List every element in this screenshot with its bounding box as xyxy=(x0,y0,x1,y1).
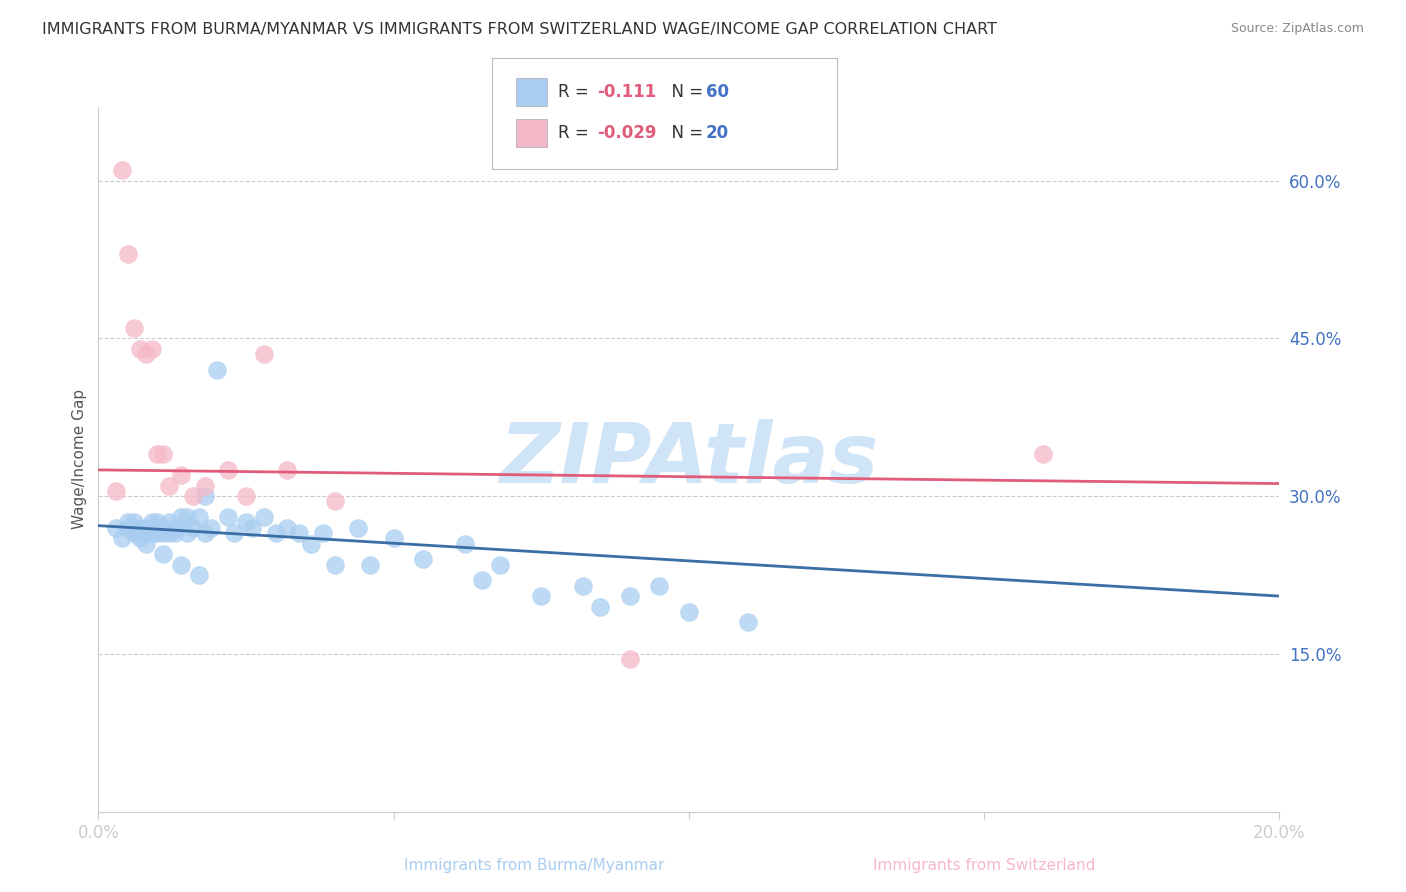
Point xyxy=(170,510,193,524)
Point xyxy=(453,536,475,550)
Point xyxy=(117,247,139,261)
Point xyxy=(122,516,145,530)
Point xyxy=(111,531,134,545)
Point xyxy=(128,521,150,535)
Text: 60: 60 xyxy=(706,83,728,101)
Point xyxy=(152,521,174,535)
Point xyxy=(312,526,335,541)
Point xyxy=(194,526,217,541)
Text: Immigrants from Burma/Myanmar: Immigrants from Burma/Myanmar xyxy=(404,858,665,872)
Point xyxy=(187,510,209,524)
Point xyxy=(288,526,311,541)
Point xyxy=(176,510,198,524)
Point xyxy=(117,521,139,535)
Point xyxy=(187,568,209,582)
Point xyxy=(589,599,612,614)
Point xyxy=(276,521,298,535)
Point xyxy=(157,478,180,492)
Point xyxy=(194,478,217,492)
Point xyxy=(176,526,198,541)
Point xyxy=(264,526,287,541)
Text: -0.111: -0.111 xyxy=(598,83,657,101)
Point xyxy=(141,516,163,530)
Point xyxy=(648,578,671,592)
Point xyxy=(235,489,257,503)
Point xyxy=(253,347,276,361)
Point xyxy=(146,526,169,541)
Point xyxy=(146,447,169,461)
Point xyxy=(105,483,128,498)
Point xyxy=(1032,447,1054,461)
Point xyxy=(382,531,405,545)
Text: IMMIGRANTS FROM BURMA/MYANMAR VS IMMIGRANTS FROM SWITZERLAND WAGE/INCOME GAP COR: IMMIGRANTS FROM BURMA/MYANMAR VS IMMIGRA… xyxy=(42,22,997,37)
Point xyxy=(217,510,239,524)
Point xyxy=(135,347,157,361)
Point xyxy=(135,521,157,535)
Point xyxy=(235,516,257,530)
Point xyxy=(200,521,222,535)
Text: -0.029: -0.029 xyxy=(598,124,657,142)
Point xyxy=(619,589,641,603)
Point xyxy=(152,447,174,461)
Point xyxy=(122,321,145,335)
Point xyxy=(412,552,434,566)
Point xyxy=(146,521,169,535)
Point xyxy=(253,510,276,524)
Text: 20: 20 xyxy=(706,124,728,142)
Point xyxy=(117,516,139,530)
Text: ZIPAtlas: ZIPAtlas xyxy=(499,419,879,500)
Text: Immigrants from Switzerland: Immigrants from Switzerland xyxy=(873,858,1095,872)
Point xyxy=(737,615,759,630)
Point xyxy=(323,494,346,508)
Point xyxy=(170,558,193,572)
Point xyxy=(157,516,180,530)
Point xyxy=(111,163,134,178)
Point xyxy=(240,521,263,535)
Point xyxy=(141,526,163,541)
Point xyxy=(165,526,187,541)
Point xyxy=(152,526,174,541)
Point xyxy=(181,521,204,535)
Point xyxy=(122,526,145,541)
Text: R =: R = xyxy=(558,83,599,101)
Text: N =: N = xyxy=(661,124,709,142)
Point xyxy=(165,521,187,535)
Point xyxy=(571,578,593,592)
Point xyxy=(146,516,169,530)
Point xyxy=(170,468,193,483)
Point xyxy=(299,536,322,550)
Text: R =: R = xyxy=(558,124,595,142)
Point xyxy=(530,589,553,603)
Point xyxy=(217,463,239,477)
Point xyxy=(128,531,150,545)
Point xyxy=(135,536,157,550)
Point xyxy=(152,547,174,561)
Text: N =: N = xyxy=(661,83,709,101)
Y-axis label: Wage/Income Gap: Wage/Income Gap xyxy=(72,389,87,530)
Text: Source: ZipAtlas.com: Source: ZipAtlas.com xyxy=(1230,22,1364,36)
Point xyxy=(224,526,246,541)
Point xyxy=(181,489,204,503)
Point xyxy=(128,342,150,356)
Point xyxy=(276,463,298,477)
Point xyxy=(128,526,150,541)
Point xyxy=(135,526,157,541)
Point xyxy=(141,342,163,356)
Point xyxy=(678,605,700,619)
Point xyxy=(323,558,346,572)
Point xyxy=(105,521,128,535)
Point xyxy=(359,558,381,572)
Point xyxy=(347,521,370,535)
Point xyxy=(194,489,217,503)
Point xyxy=(619,652,641,666)
Point xyxy=(157,526,180,541)
Point xyxy=(205,363,228,377)
Point xyxy=(489,558,512,572)
Point xyxy=(471,574,494,588)
